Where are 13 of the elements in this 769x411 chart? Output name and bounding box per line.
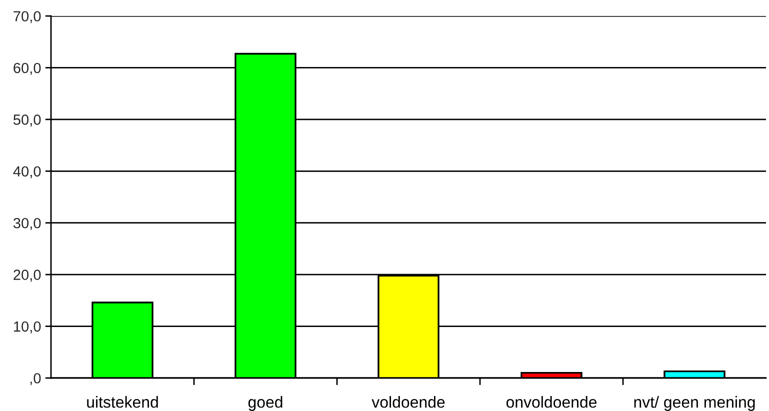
y-tick-label: 10,0 <box>14 321 41 334</box>
y-tick-label: 60,0 <box>14 62 41 75</box>
y-tick-label: 30,0 <box>13 218 41 230</box>
y-tick-label: 70,0 <box>14 11 41 24</box>
y-tick-label: ,0 <box>30 373 41 386</box>
x-tick-label: goed <box>248 396 282 411</box>
x-tick-label: onvoldoende <box>506 396 597 408</box>
x-tick-label: voldoende <box>372 396 445 408</box>
x-tick-label: uitstekend <box>87 396 158 408</box>
y-tick-label: 40,0 <box>13 166 41 178</box>
x-tick-label: nvt/ geen mening <box>634 396 755 411</box>
y-tick-label: 50,0 <box>13 114 41 127</box>
y-tick-label: 20,0 <box>14 270 41 282</box>
